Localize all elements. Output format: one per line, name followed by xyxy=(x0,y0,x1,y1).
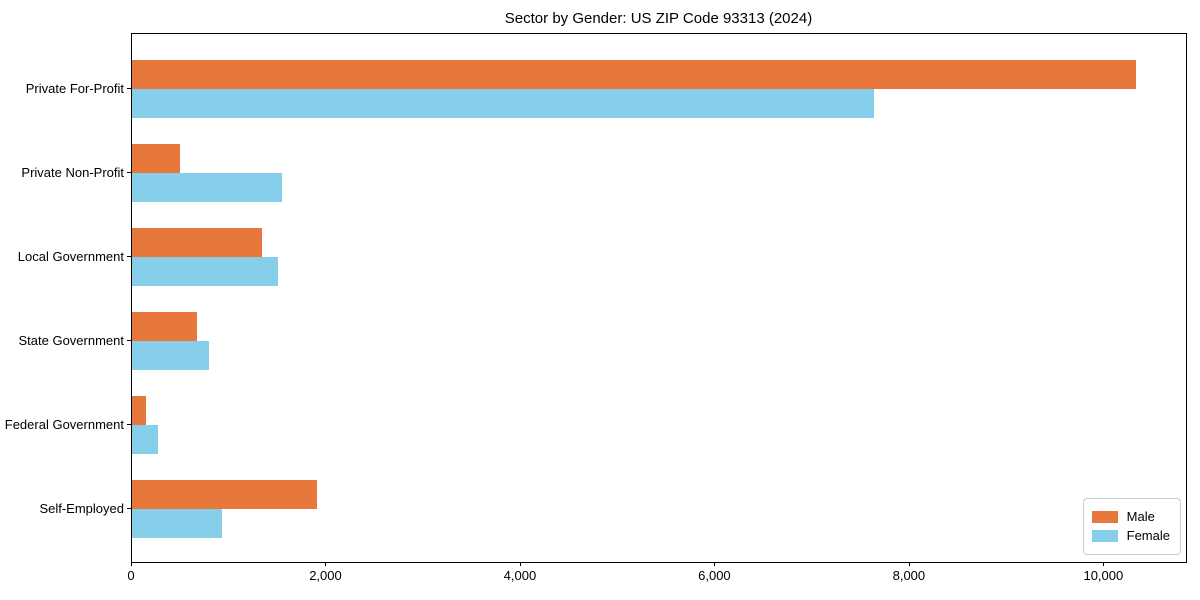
chart-title: Sector by Gender: US ZIP Code 93313 (202… xyxy=(504,10,813,27)
bar-male-3 xyxy=(132,227,262,257)
legend-swatch-male xyxy=(1091,511,1118,523)
legend-label: Female xyxy=(1126,528,1170,543)
bar-male-6 xyxy=(132,480,317,509)
legend-label: Male xyxy=(1126,509,1155,524)
x-axis-tick-label: 6,000 xyxy=(698,568,731,583)
bar-female-4 xyxy=(132,340,209,370)
y-tick xyxy=(127,423,131,425)
bar-male-4 xyxy=(132,311,197,341)
y-tick xyxy=(127,339,131,341)
legend-item-female: Female xyxy=(1091,528,1170,544)
x-tick xyxy=(714,562,716,566)
x-tick xyxy=(908,562,910,566)
y-axis-label: State Government xyxy=(18,332,125,348)
x-axis-tick-label: 4,000 xyxy=(503,568,537,583)
x-axis-tick-label: 0 xyxy=(127,568,135,583)
x-tick xyxy=(1103,562,1105,566)
bar-female-2 xyxy=(132,172,282,202)
x-tick xyxy=(131,562,132,566)
bar-female-6 xyxy=(132,509,222,538)
y-axis-label: Federal Government xyxy=(4,416,124,432)
x-axis-tick-label: 8,000 xyxy=(892,568,926,583)
bar-female-5 xyxy=(132,424,158,454)
bar-male-2 xyxy=(132,143,180,173)
x-tick xyxy=(325,562,327,566)
x-axis-tick-label: 10,000 xyxy=(1083,568,1124,583)
y-tick xyxy=(127,87,131,89)
bar-male-5 xyxy=(132,395,146,425)
legend-item-male: Male xyxy=(1091,509,1170,525)
plot-area xyxy=(131,33,1187,563)
y-axis-label: Private Non-Profit xyxy=(21,164,124,180)
bar-male-1 xyxy=(132,59,1136,89)
y-axis-label: Local Government xyxy=(17,248,124,264)
y-tick xyxy=(127,171,131,173)
bar-female-3 xyxy=(132,256,278,286)
x-axis-tick-label: 2,000 xyxy=(309,568,342,583)
legend: Male Female xyxy=(1082,498,1181,555)
x-tick xyxy=(519,562,521,566)
y-tick xyxy=(127,255,131,257)
bar-female-1 xyxy=(132,88,874,118)
y-tick xyxy=(127,508,131,509)
y-axis-label: Self-Employed xyxy=(39,501,124,516)
y-axis-label: Private For-Profit xyxy=(25,80,124,96)
legend-swatch-female xyxy=(1091,530,1118,542)
